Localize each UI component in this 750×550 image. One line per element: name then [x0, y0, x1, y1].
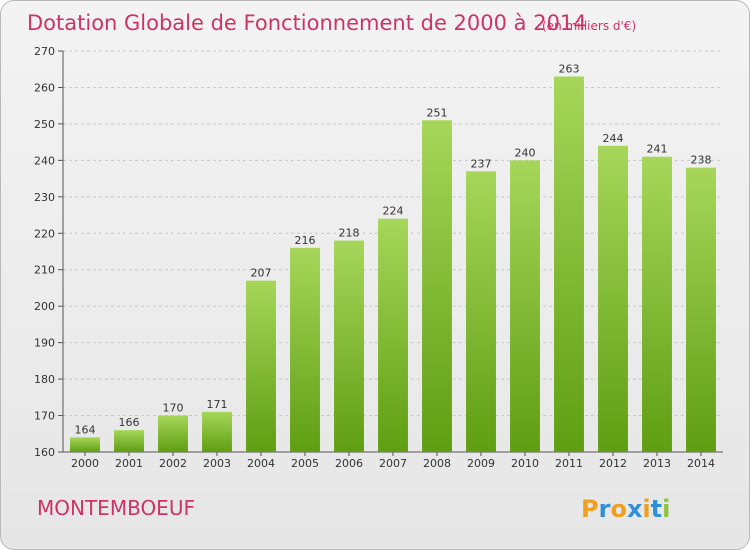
- value-label-2013: 241: [647, 143, 668, 156]
- bar-2000: [70, 437, 100, 452]
- logo-letter: P: [581, 495, 599, 523]
- value-label-2003: 171: [207, 398, 228, 411]
- proxiti-logo: Proxiti: [581, 495, 670, 523]
- x-tick-label-2010: 2010: [511, 457, 539, 470]
- value-label-2007: 224: [383, 205, 404, 218]
- y-tick-label: 260: [34, 81, 55, 94]
- bar-2013: [642, 156, 672, 452]
- bar-2003: [202, 411, 232, 452]
- bar-2005: [290, 247, 320, 452]
- chart-title: Dotation Globale de Fonctionnement de 20…: [27, 11, 587, 35]
- bar-2011: [554, 76, 584, 452]
- value-label-2002: 170: [163, 402, 184, 415]
- value-label-2006: 218: [339, 227, 360, 240]
- y-tick-label: 270: [34, 45, 55, 58]
- value-label-2001: 166: [119, 416, 140, 429]
- logo-letter: i: [642, 495, 650, 523]
- bar-2001: [114, 430, 144, 452]
- x-tick-label-2002: 2002: [159, 457, 187, 470]
- value-label-2010: 240: [515, 146, 536, 159]
- bar-2009: [466, 171, 496, 453]
- bar-2014: [686, 167, 716, 452]
- x-tick-label-2011: 2011: [555, 457, 583, 470]
- tick-labels: 160 170 180 190 200 210 220 230 240 250 260 270 2000…: [34, 45, 715, 470]
- x-tick-label-2004: 2004: [247, 457, 275, 470]
- y-tick-label: 250: [34, 118, 55, 131]
- place-name: MONTEMBOEUF: [37, 496, 195, 520]
- y-tick-label: 160: [34, 446, 55, 459]
- logo-letter: x: [627, 495, 643, 523]
- logo-letter: i: [662, 495, 670, 523]
- logo-letter: t: [651, 495, 662, 523]
- y-tick-label: 200: [34, 300, 55, 313]
- bars: [70, 76, 716, 453]
- x-tick-label-2006: 2006: [335, 457, 363, 470]
- value-label-2008: 251: [427, 106, 448, 119]
- x-tick-label-2013: 2013: [643, 457, 671, 470]
- x-tick-label-2014: 2014: [687, 457, 715, 470]
- bar-2004: [246, 280, 276, 452]
- value-label-2000: 164: [75, 423, 96, 436]
- logo-letter: r: [599, 495, 611, 523]
- y-tick-label: 210: [34, 264, 55, 277]
- y-tick-label: 220: [34, 227, 55, 240]
- value-label-2004: 207: [251, 267, 272, 280]
- x-tick-label-2000: 2000: [71, 457, 99, 470]
- value-label-2009: 237: [471, 157, 492, 170]
- x-tick-label-2008: 2008: [423, 457, 451, 470]
- x-tick-label-2012: 2012: [599, 457, 627, 470]
- bar-2006: [334, 240, 364, 452]
- y-tick-label: 190: [34, 337, 55, 350]
- x-tick-label-2005: 2005: [291, 457, 319, 470]
- value-labels: 164 166 170 171 207 216 218 224 251 237 240 263 244 2…: [75, 63, 712, 437]
- x-tick-label-2003: 2003: [203, 457, 231, 470]
- value-label-2011: 263: [559, 63, 580, 76]
- y-tick-label: 230: [34, 191, 55, 204]
- x-tick-label-2009: 2009: [467, 457, 495, 470]
- x-tick-label-2001: 2001: [115, 457, 143, 470]
- x-tick-label-2007: 2007: [379, 457, 407, 470]
- value-label-2012: 244: [603, 132, 624, 145]
- value-label-2014: 238: [691, 154, 712, 167]
- y-tick-label: 180: [34, 373, 55, 386]
- svg-text:Proxiti: Proxiti: [581, 495, 670, 523]
- y-tick-label: 170: [34, 410, 55, 423]
- logo-letter: o: [610, 495, 627, 523]
- value-label-2005: 216: [295, 234, 316, 247]
- y-tick-label: 240: [34, 154, 55, 167]
- chart-subtitle: (en milliers d'€): [542, 19, 636, 33]
- bar-2008: [422, 120, 452, 452]
- bar-2012: [598, 145, 628, 453]
- bar-2010: [510, 160, 540, 452]
- bar-2007: [378, 218, 408, 452]
- bar-2002: [158, 415, 188, 452]
